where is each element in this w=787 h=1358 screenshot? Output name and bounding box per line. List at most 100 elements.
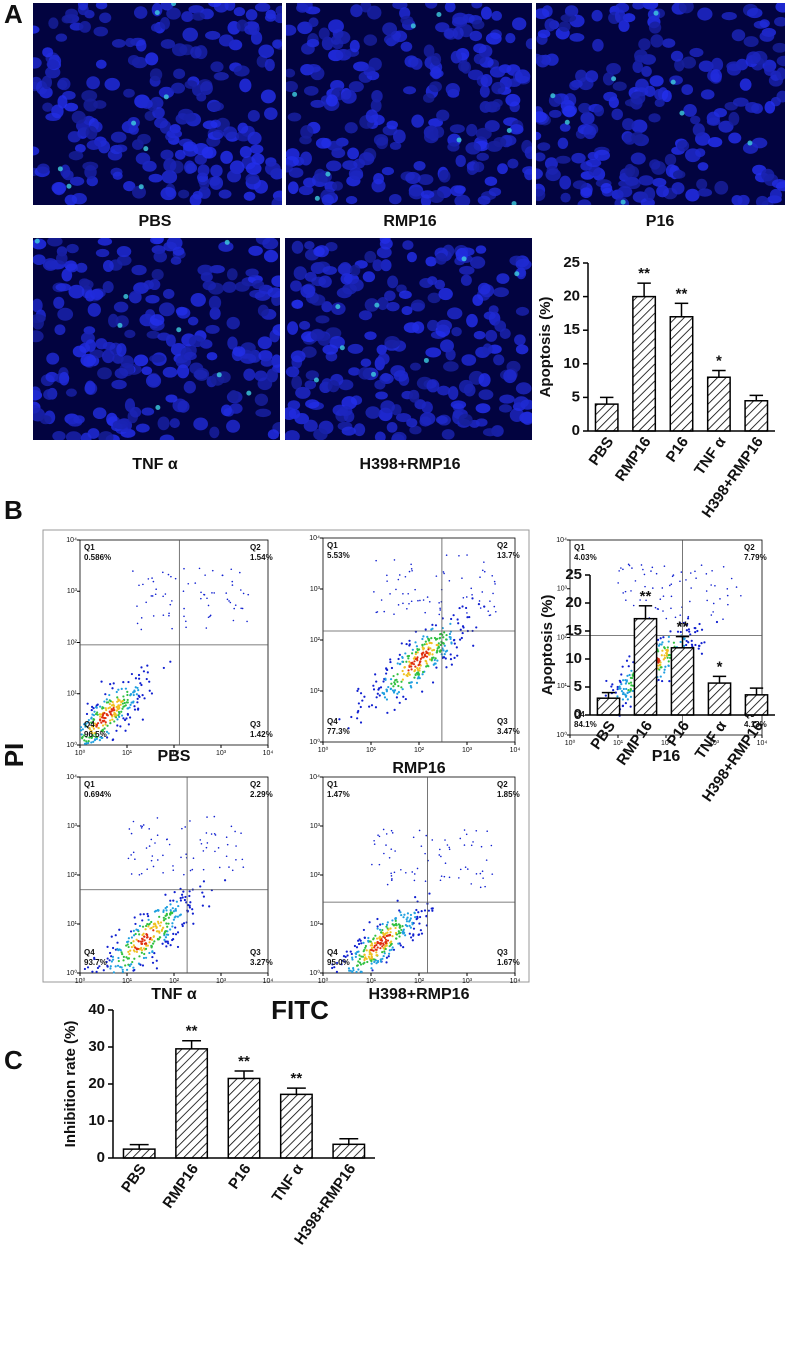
event-dot <box>179 897 182 900</box>
nucleus <box>775 3 785 13</box>
event-dot <box>112 706 115 710</box>
nucleus <box>90 289 104 301</box>
nucleus <box>148 279 161 291</box>
event-dot <box>226 843 229 846</box>
event-dot <box>202 868 205 871</box>
nucleus <box>446 307 463 320</box>
event-dot <box>145 944 148 947</box>
event-dot <box>174 909 177 912</box>
event-dot <box>82 734 86 737</box>
event-dot <box>639 599 641 601</box>
event-dot <box>104 707 107 710</box>
y-tick-label: 10⁴ <box>309 774 320 781</box>
event-dot <box>347 967 351 970</box>
y-tick-label: 20 <box>563 288 580 305</box>
event-dot <box>148 951 151 955</box>
event-dot <box>374 934 377 937</box>
nucleus <box>710 69 722 83</box>
event-dot <box>90 729 93 732</box>
event-dot <box>171 627 173 630</box>
event-dot <box>234 604 237 606</box>
nucleus <box>183 380 196 394</box>
quadrant-value: 1.47% <box>327 790 350 799</box>
nucleus <box>245 162 262 175</box>
nucleus <box>208 295 222 310</box>
event-dot <box>463 844 466 846</box>
y-tick-label: 10² <box>67 872 78 879</box>
event-dot <box>661 587 664 589</box>
nucleus <box>580 111 595 125</box>
event-dot <box>111 958 115 961</box>
quadrant-value: 5.53% <box>327 551 350 560</box>
nucleus <box>120 355 134 369</box>
event-dot <box>136 605 138 607</box>
nucleus <box>488 187 502 197</box>
nucleus <box>39 415 52 425</box>
event-dot <box>140 827 143 829</box>
event-dot <box>477 603 481 606</box>
event-dot <box>192 922 195 925</box>
nucleus <box>71 110 86 124</box>
event-dot <box>458 554 460 557</box>
nucleus <box>77 3 89 11</box>
event-dot <box>663 647 666 650</box>
event-dot <box>682 621 685 625</box>
nucleus <box>182 27 199 42</box>
nucleus <box>374 431 386 440</box>
nucleus <box>706 117 721 126</box>
event-dot <box>133 689 136 692</box>
nucleus <box>75 262 88 273</box>
nucleus <box>536 168 543 180</box>
x-tick-label: 10³ <box>462 747 473 754</box>
bright-spot <box>57 166 63 172</box>
event-dot <box>493 580 496 583</box>
event-dot <box>687 628 691 631</box>
event-dot <box>169 603 172 606</box>
event-dot <box>146 671 149 674</box>
nucleus <box>537 142 551 151</box>
event-dot <box>413 873 416 875</box>
event-dot <box>115 690 118 694</box>
nucleus <box>400 15 414 25</box>
nucleus <box>200 81 213 96</box>
nucleus <box>42 102 53 112</box>
event-dot <box>351 958 354 961</box>
event-dot <box>146 912 149 916</box>
event-dot <box>408 932 411 935</box>
event-dot <box>183 567 185 570</box>
bright-spot <box>155 404 161 410</box>
event-dot <box>374 673 377 676</box>
nucleus <box>239 145 252 159</box>
event-dot <box>689 572 692 574</box>
event-dot <box>239 589 242 591</box>
event-dot <box>96 711 99 714</box>
event-dot <box>401 656 404 659</box>
event-dot <box>155 588 157 590</box>
event-dot <box>165 933 168 936</box>
nucleus <box>427 292 441 304</box>
nucleus <box>380 400 395 414</box>
nucleus <box>33 298 43 313</box>
nucleus <box>559 123 571 132</box>
nucleus <box>160 187 177 201</box>
nucleus <box>386 120 398 130</box>
nucleus <box>332 181 344 191</box>
event-dot <box>439 643 442 647</box>
nucleus <box>250 144 264 154</box>
nucleus <box>711 57 724 72</box>
event-dot <box>656 638 660 641</box>
event-dot <box>422 599 425 601</box>
event-dot <box>410 665 413 668</box>
event-dot <box>659 663 662 667</box>
event-dot <box>414 669 417 672</box>
event-dot <box>165 838 168 841</box>
nucleus <box>360 3 372 13</box>
event-dot <box>129 692 133 696</box>
nucleus <box>110 131 127 143</box>
nucleus <box>291 240 304 254</box>
event-dot <box>128 828 131 830</box>
nucleus <box>444 29 455 39</box>
nucleus <box>409 362 421 371</box>
event-dot <box>204 574 206 576</box>
nucleus <box>321 301 333 313</box>
